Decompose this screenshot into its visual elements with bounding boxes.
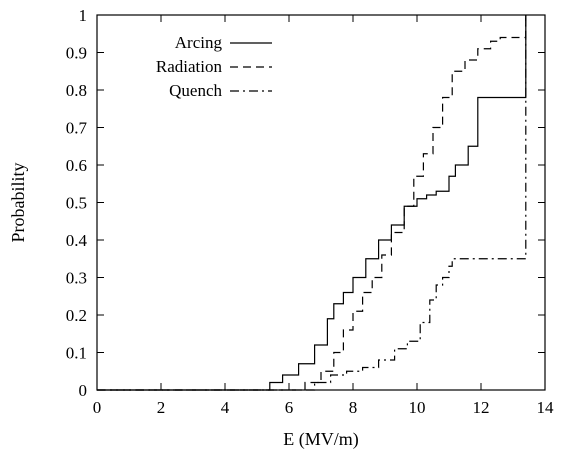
- legend-label-arcing: Arcing: [175, 33, 223, 52]
- x-tick-label: 12: [473, 398, 490, 417]
- y-tick-label: 0.4: [66, 231, 88, 250]
- y-tick-label: 0.6: [66, 156, 87, 175]
- plot-area: 0 2 4 6 8 10 12 14 0 0.1 0.2 0.3 0.4 0.5 0.6 0.7 0.8 0.9 1: [66, 6, 554, 417]
- y-tick-label: 0.3: [66, 269, 87, 288]
- y-tick-label: 0.5: [66, 194, 87, 213]
- x-tick-label: 2: [157, 398, 166, 417]
- x-axis-label: E (MV/m): [283, 429, 359, 450]
- x-tick-label: 4: [221, 398, 230, 417]
- legend-label-radiation: Radiation: [156, 57, 223, 76]
- y-axis-label: Probability: [8, 163, 28, 243]
- y-tick-label: 0: [79, 381, 88, 400]
- y-tick-label: 0.1: [66, 344, 87, 363]
- x-tick-label: 8: [349, 398, 358, 417]
- x-tick-label: 6: [285, 398, 294, 417]
- x-tick-label: 0: [93, 398, 102, 417]
- y-tick-label: 0.7: [66, 119, 88, 138]
- y-tick-label: 0.8: [66, 81, 87, 100]
- y-tick-label: 1: [79, 6, 88, 25]
- series-line-quench: [97, 15, 527, 391]
- legend-label-quench: Quench: [169, 81, 222, 100]
- series-line-arcing: [97, 15, 527, 391]
- x-tick-label: 14: [537, 398, 555, 417]
- y-tick-label: 0.2: [66, 306, 87, 325]
- x-tick-label: 10: [409, 398, 426, 417]
- legend: Arcing Radiation Quench: [156, 33, 272, 100]
- y-tick-label: 0.9: [66, 44, 87, 63]
